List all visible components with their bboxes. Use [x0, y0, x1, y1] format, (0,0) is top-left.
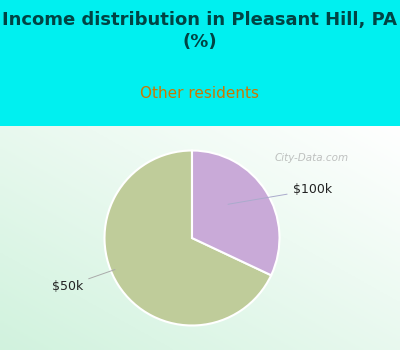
Wedge shape — [104, 150, 271, 326]
Text: Other residents: Other residents — [140, 86, 260, 101]
Wedge shape — [192, 150, 280, 275]
Text: $100k: $100k — [228, 183, 332, 204]
Text: Income distribution in Pleasant Hill, PA
(%): Income distribution in Pleasant Hill, PA… — [2, 10, 398, 51]
Text: City-Data.com: City-Data.com — [275, 153, 349, 163]
Text: $50k: $50k — [52, 270, 115, 293]
